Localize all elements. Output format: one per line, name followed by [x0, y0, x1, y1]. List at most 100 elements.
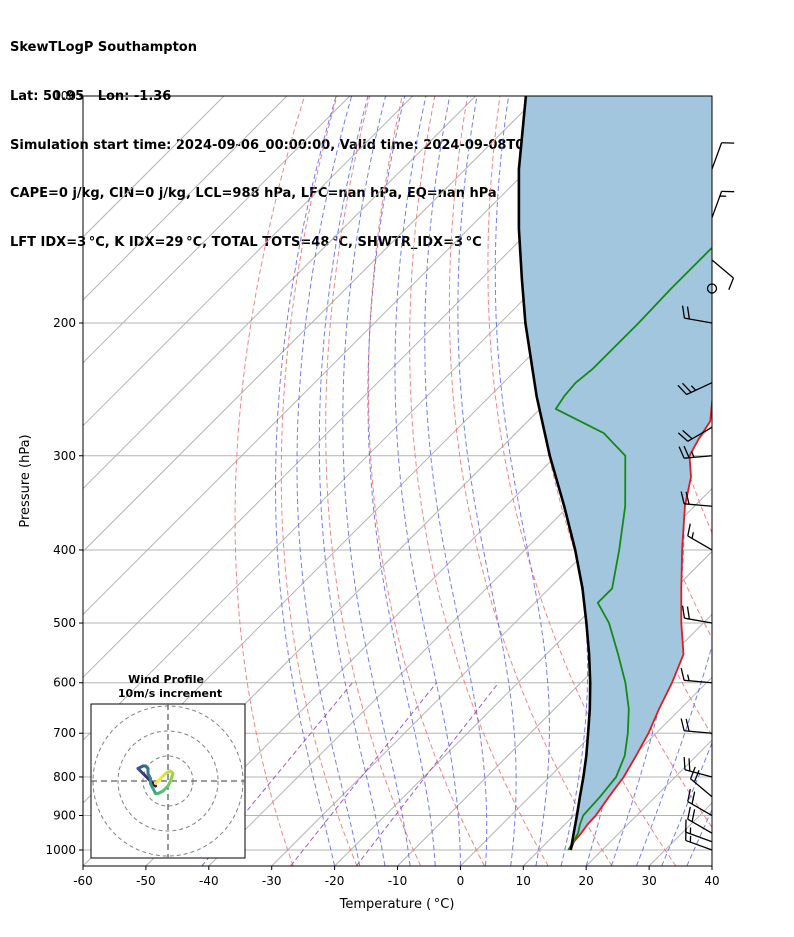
isotherm-line [522, 676, 712, 866]
cin-shading [518, 96, 712, 850]
wind-barb [680, 491, 713, 507]
barb-shaft [687, 800, 713, 817]
wind-barb [677, 426, 713, 442]
barb-feather [680, 491, 685, 504]
wind-barb [685, 819, 713, 843]
x-tick-label: 10 [516, 874, 531, 888]
hodograph-segment [154, 777, 162, 785]
y-tick-label: 100 [53, 89, 76, 103]
mixing-ratio-line [201, 682, 353, 866]
wind-barb [711, 259, 735, 290]
wind-barb [711, 190, 735, 218]
title-coordinates: Lat: 50.95 Lon: -1.36 [10, 89, 172, 105]
barb-feather [686, 306, 690, 320]
x-axis-label: Temperature ( °C) [339, 897, 455, 912]
dry-adiabat-line [234, 96, 305, 866]
dry-adiabat-line [487, 96, 677, 866]
profile-lines [517, 96, 712, 851]
y-tick-label: 300 [53, 449, 76, 463]
barb-feather [688, 758, 691, 772]
moist-adiabat-line [318, 96, 386, 866]
isotherm-line [145, 299, 712, 866]
hodograph-inset: Wind Profile 10m/s increment [90, 673, 246, 859]
barb-feather [687, 788, 691, 802]
barb-feather [683, 445, 690, 459]
barb-shaft [685, 839, 713, 851]
dry-adiabat-line [448, 96, 613, 866]
x-tick-label: 0 [457, 874, 465, 888]
barb-half-feather [690, 451, 695, 458]
wind-barb [680, 718, 713, 734]
barb-half-feather [691, 532, 694, 539]
y-tick-label: 1000 [45, 843, 76, 857]
moist-adiabat-line [686, 808, 712, 866]
title-indices-2: LFT IDX=3 °C, K IDX=29 °C, TOTAL TOTS=48… [10, 234, 482, 250]
barb-feather [680, 718, 685, 731]
y-tick-label: 400 [53, 543, 76, 557]
isotherm-line [83, 96, 288, 301]
y-tick-label: 800 [53, 770, 76, 784]
wind-barb [687, 523, 713, 551]
isotherm-line [83, 96, 351, 364]
barb-feather [687, 523, 691, 537]
hodograph-subtitle: 10m/s increment [118, 687, 222, 700]
x-tick-label: -20 [325, 874, 345, 888]
barb-half-feather [690, 385, 697, 391]
barb-feather [687, 806, 691, 820]
barb-shaft [687, 818, 713, 834]
dewpoint-line [554, 246, 712, 851]
isotherm-line [711, 865, 712, 866]
dry-adiabat-line [728, 96, 794, 866]
moist-adiabat-line [424, 96, 488, 866]
hodograph-plot [91, 704, 245, 858]
moist-adiabat-line [636, 643, 712, 866]
title-indices-1: CAPE=0 j/kg, CIN=0 j/kg, LCL=988 hPa, LF… [10, 186, 497, 202]
x-tick-label: -30 [262, 874, 282, 888]
barb-feather [678, 446, 685, 459]
x-tick-label: -60 [73, 874, 93, 888]
wind-barb [681, 305, 713, 324]
barb-feather [691, 809, 696, 822]
dry-adiabat-line [325, 96, 422, 866]
barb-feather [681, 382, 692, 393]
axes: -60 -50 -40 -30 -20 -10 0 10 20 30 40 1000 900 800 700… [45, 89, 719, 888]
barb-feather [681, 605, 686, 619]
parcel-line [517, 96, 592, 851]
barb-feather [680, 667, 685, 681]
barb-shaft [711, 259, 734, 279]
barb-feather [685, 491, 690, 505]
barb-feather [683, 757, 686, 770]
dry-adiabat-line [761, 96, 794, 866]
barb-feather [728, 277, 735, 290]
moist-adiabat-line [661, 741, 712, 866]
title-station: SkewTLogP Southampton [10, 40, 197, 56]
isotherm-line [83, 96, 476, 490]
barb-feather [677, 384, 688, 395]
y-tick-label: 600 [53, 676, 76, 690]
barb-feather [685, 718, 690, 732]
chart-title-block: SkewTLogP Southampton Lat: 50.95 Lon: -1… [10, 8, 603, 267]
moist-adiabat-line [367, 96, 436, 866]
barb-shaft [687, 535, 713, 551]
x-tick-label: 40 [704, 874, 719, 888]
wind-barb [687, 806, 713, 834]
moist-adiabat-line [296, 96, 361, 866]
barb-shaft [711, 191, 723, 218]
isotherm-line [83, 96, 539, 553]
moist-adiabat-line [610, 96, 685, 866]
barb-feather [691, 791, 696, 805]
temperature-line [569, 395, 712, 851]
barb-feather [686, 606, 690, 620]
wind-barbs [677, 142, 735, 851]
x-tick-label: -50 [136, 874, 156, 888]
y-axis-label: Pressure (hPa) [18, 434, 33, 527]
mixing-ratio-line [290, 682, 437, 866]
y-tick-label: 200 [53, 316, 76, 330]
isotherm-line [83, 96, 414, 427]
barb-feather [681, 305, 686, 319]
barb-feather [689, 766, 696, 780]
wind-barb [681, 605, 713, 624]
wind-barb [683, 757, 713, 778]
x-tick-label: 30 [641, 874, 656, 888]
